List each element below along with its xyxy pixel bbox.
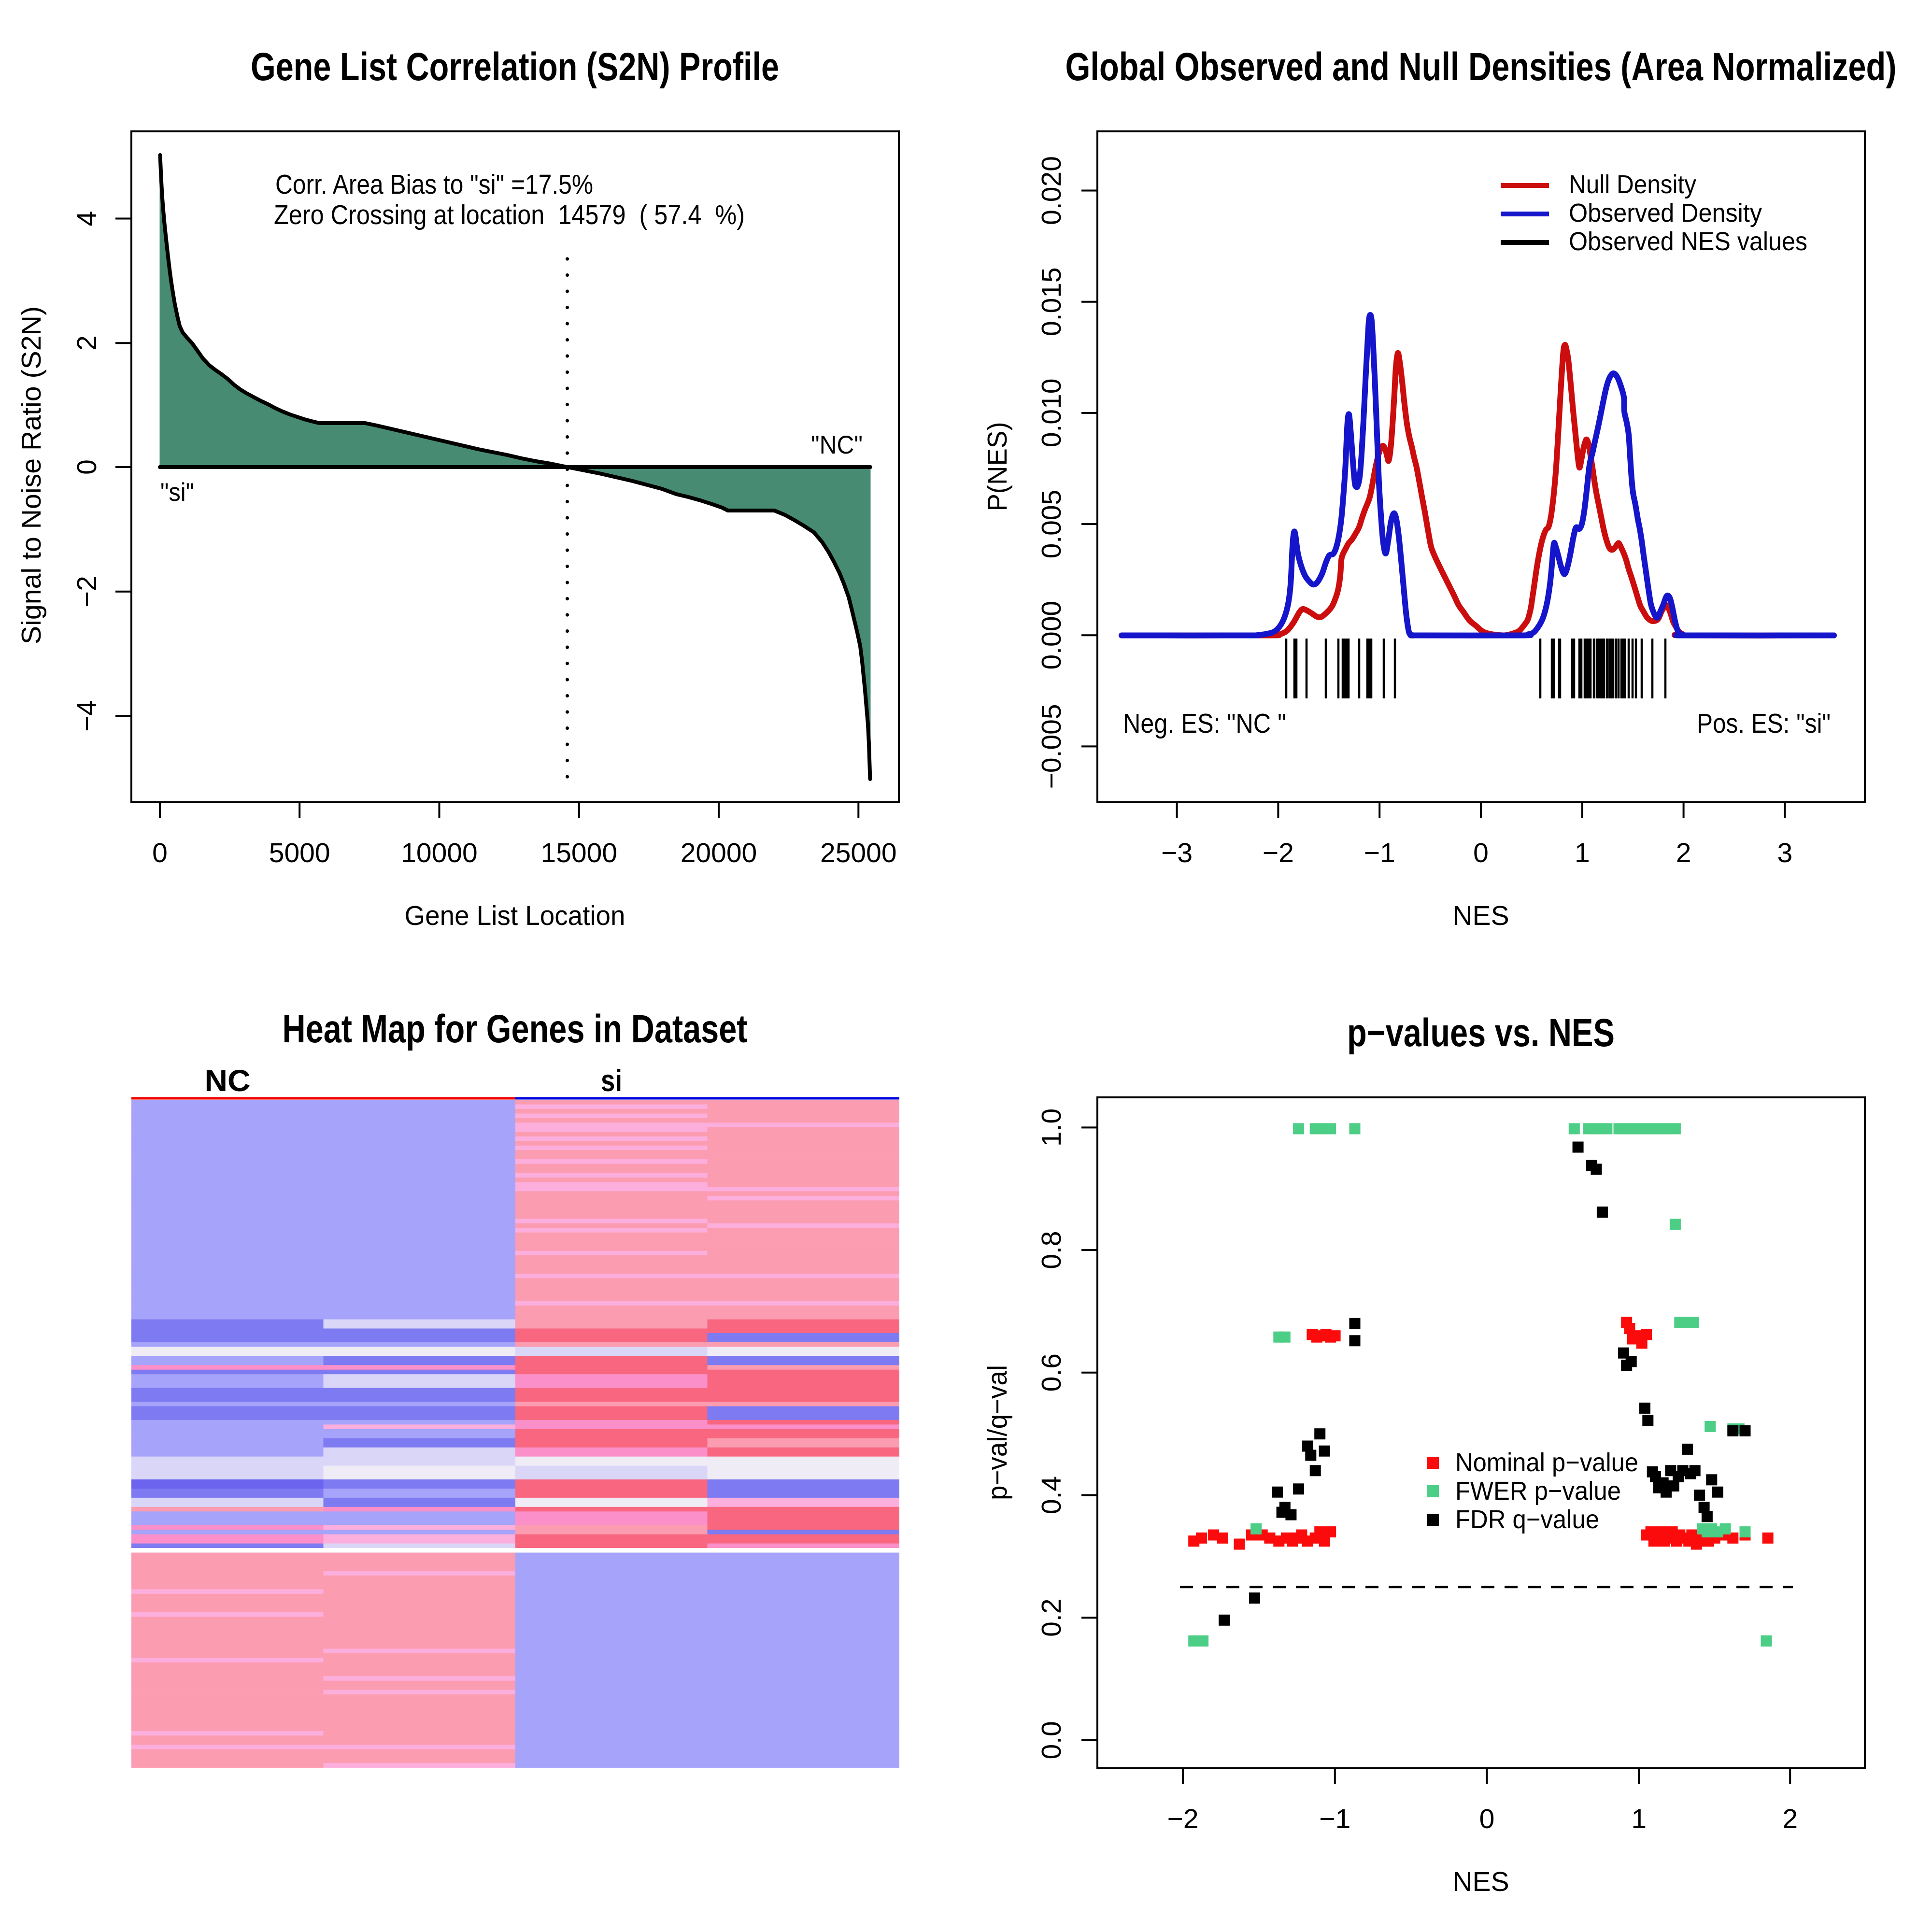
svg-text:10000: 10000 bbox=[401, 838, 478, 868]
svg-text:−2: −2 bbox=[1263, 838, 1294, 868]
svg-text:Gene List Location: Gene List Location bbox=[405, 900, 625, 931]
svg-text:20000: 20000 bbox=[681, 838, 757, 868]
svg-text:Global Observed and Null Densi: Global Observed and Null Densities (Area… bbox=[1065, 45, 1897, 89]
svg-text:0.020: 0.020 bbox=[1036, 156, 1067, 225]
svg-text:"si": "si" bbox=[160, 478, 194, 507]
svg-text:2: 2 bbox=[1676, 838, 1691, 868]
svg-text:−3: −3 bbox=[1161, 838, 1193, 868]
svg-text:p−values vs. NES: p−values vs. NES bbox=[1347, 1011, 1615, 1055]
svg-text:0.0: 0.0 bbox=[1036, 1721, 1067, 1759]
svg-text:0.000: 0.000 bbox=[1036, 601, 1067, 670]
svg-text:NC: NC bbox=[205, 1064, 251, 1098]
svg-text:Zero Crossing at location 145: Zero Crossing at location 14579 ( 57.4 %… bbox=[274, 199, 745, 230]
svg-text:0.2: 0.2 bbox=[1036, 1599, 1067, 1637]
svg-text:0: 0 bbox=[1479, 1804, 1495, 1834]
svg-text:0.6: 0.6 bbox=[1036, 1353, 1067, 1392]
svg-text:p−val/q−val: p−val/q−val bbox=[982, 1365, 1013, 1500]
svg-text:Signal to Noise Ratio (S2N): Signal to Noise Ratio (S2N) bbox=[16, 306, 47, 644]
svg-text:"NC": "NC" bbox=[811, 431, 863, 459]
svg-text:0: 0 bbox=[71, 459, 102, 475]
svg-text:5000: 5000 bbox=[269, 838, 330, 868]
svg-text:0: 0 bbox=[1473, 838, 1489, 868]
svg-text:0.015: 0.015 bbox=[1036, 267, 1067, 336]
svg-text:Corr. Area Bias to "si" =17.5%: Corr. Area Bias to "si" =17.5% bbox=[275, 169, 593, 200]
svg-text:P(NES): P(NES) bbox=[982, 422, 1013, 511]
svg-text:Observed NES values: Observed NES values bbox=[1569, 227, 1807, 256]
svg-text:4: 4 bbox=[71, 211, 102, 227]
svg-text:25000: 25000 bbox=[820, 838, 897, 868]
svg-text:Heat Map for Genes in Dataset: Heat Map for Genes in Dataset bbox=[283, 1007, 748, 1051]
svg-text:FWER p−value: FWER p−value bbox=[1455, 1477, 1621, 1506]
svg-text:0.4: 0.4 bbox=[1036, 1476, 1067, 1514]
svg-text:1.0: 1.0 bbox=[1036, 1108, 1067, 1147]
svg-text:−2: −2 bbox=[1167, 1804, 1199, 1834]
svg-text:Observed Density: Observed Density bbox=[1569, 199, 1762, 227]
svg-text:−0.005: −0.005 bbox=[1036, 704, 1067, 789]
svg-text:Neg. ES: "NC ": Neg. ES: "NC " bbox=[1123, 708, 1286, 739]
svg-text:−1: −1 bbox=[1319, 1804, 1350, 1834]
svg-text:1: 1 bbox=[1631, 1804, 1647, 1834]
svg-text:15000: 15000 bbox=[541, 838, 618, 868]
svg-text:si: si bbox=[601, 1064, 622, 1098]
svg-text:NES: NES bbox=[1452, 900, 1509, 931]
svg-text:0.005: 0.005 bbox=[1036, 490, 1067, 559]
svg-text:Null Density: Null Density bbox=[1569, 170, 1696, 199]
svg-text:FDR q−value: FDR q−value bbox=[1455, 1505, 1599, 1534]
svg-text:3: 3 bbox=[1777, 838, 1793, 868]
svg-text:0.010: 0.010 bbox=[1036, 379, 1067, 448]
svg-text:Nominal p−value: Nominal p−value bbox=[1455, 1448, 1638, 1477]
svg-text:2: 2 bbox=[1782, 1804, 1798, 1834]
svg-text:Pos. ES: "si": Pos. ES: "si" bbox=[1697, 708, 1831, 739]
svg-text:−2: −2 bbox=[71, 576, 102, 607]
svg-text:2: 2 bbox=[71, 335, 102, 351]
svg-text:Gene List Correlation (S2N) Pr: Gene List Correlation (S2N) Profile bbox=[251, 45, 779, 89]
svg-text:1: 1 bbox=[1575, 838, 1590, 868]
svg-text:0.8: 0.8 bbox=[1036, 1231, 1067, 1269]
svg-text:−4: −4 bbox=[71, 700, 102, 732]
svg-text:0: 0 bbox=[152, 838, 168, 868]
svg-text:NES: NES bbox=[1452, 1866, 1509, 1897]
svg-text:−1: −1 bbox=[1364, 838, 1395, 868]
